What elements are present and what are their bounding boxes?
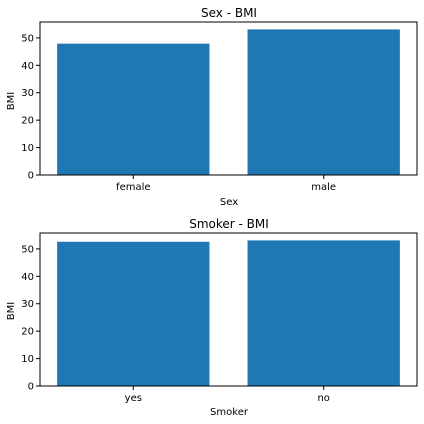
x-tick-label: no bbox=[317, 393, 329, 404]
y-tick-label: 20 bbox=[21, 116, 34, 127]
y-tick-label: 50 bbox=[21, 244, 34, 255]
x-ticks: yes no bbox=[125, 386, 330, 404]
bar-male bbox=[247, 29, 400, 176]
y-tick-label: 50 bbox=[21, 33, 34, 44]
smoker-bmi-subplot: Smoker - BMI BMI Smoker 0 10 20 30 40 50 yes n… bbox=[6, 217, 418, 418]
y-axis-label: BMI bbox=[6, 302, 17, 320]
y-tick-label: 10 bbox=[21, 143, 34, 154]
y-ticks: 0 10 20 30 40 50 bbox=[21, 33, 40, 182]
chart-title: Smoker - BMI bbox=[189, 217, 269, 231]
y-tick-label: 20 bbox=[21, 327, 34, 338]
x-tick-label: yes bbox=[125, 393, 142, 404]
bar-yes bbox=[57, 241, 210, 386]
x-ticks: female male bbox=[116, 175, 336, 193]
y-tick-label: 40 bbox=[21, 61, 34, 72]
y-tick-label: 30 bbox=[21, 88, 34, 99]
axes-frame bbox=[39, 21, 418, 176]
y-axis-label: BMI bbox=[6, 92, 17, 110]
bars bbox=[57, 240, 400, 386]
bars bbox=[57, 29, 400, 176]
y-tick-label: 0 bbox=[28, 171, 34, 182]
chart-title: Sex - BMI bbox=[201, 6, 257, 20]
bar-no bbox=[247, 240, 400, 386]
y-ticks: 0 10 20 30 40 50 bbox=[21, 244, 40, 393]
axes-frame bbox=[39, 232, 418, 387]
x-tick-label: female bbox=[116, 182, 150, 193]
bar-female bbox=[57, 43, 210, 175]
sex-bmi-subplot: Sex - BMI BMI Sex 0 10 20 30 40 50 female male bbox=[6, 6, 418, 208]
x-tick-label: male bbox=[311, 182, 336, 193]
y-tick-label: 40 bbox=[21, 272, 34, 283]
y-tick-label: 30 bbox=[21, 299, 34, 310]
x-axis-label: Smoker bbox=[210, 407, 249, 418]
y-tick-label: 0 bbox=[28, 382, 34, 393]
x-axis-label: Sex bbox=[220, 197, 238, 208]
y-tick-label: 10 bbox=[21, 354, 34, 365]
